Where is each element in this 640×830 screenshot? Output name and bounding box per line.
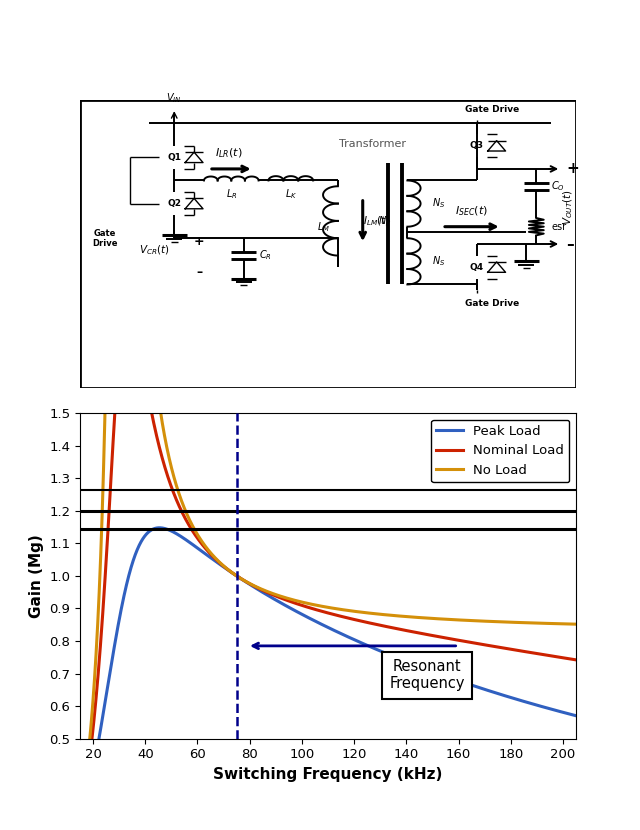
Circle shape (125, 201, 134, 206)
Nominal Load (163, 466, 170, 476)
Text: $L_K$: $L_K$ (285, 188, 297, 202)
Circle shape (532, 167, 540, 171)
Polygon shape (488, 140, 506, 151)
Circle shape (403, 230, 412, 235)
Peak Load (266, 592, 274, 602)
Nominal Load (572, 655, 580, 665)
Text: $I_{LM}(t)$: $I_{LM}(t)$ (363, 214, 390, 227)
Text: $V_{IN}$: $V_{IN}$ (166, 91, 182, 105)
Bar (264, 152, 482, 308)
Nominal Load (288, 597, 296, 607)
Peak Load (563, 708, 570, 718)
Circle shape (240, 236, 248, 241)
Text: Gate Drive: Gate Drive (465, 299, 519, 308)
No Load (563, 619, 570, 629)
Polygon shape (185, 198, 203, 209)
Bar (447, 100, 536, 120)
Text: $I_{LR}(t)$: $I_{LR}(t)$ (215, 147, 243, 160)
Nominal Load (133, 324, 141, 334)
Text: –: – (196, 266, 202, 280)
Peak Load (163, 524, 170, 534)
Text: $I_{SEC}(t)$: $I_{SEC}(t)$ (455, 204, 488, 218)
No Load (288, 594, 296, 604)
No Load (76, 798, 84, 808)
Text: $L_M$: $L_M$ (317, 220, 330, 233)
Polygon shape (488, 262, 506, 272)
Circle shape (403, 178, 412, 183)
Peak Load (572, 710, 580, 720)
Nominal Load (76, 798, 84, 808)
Text: Q1: Q1 (167, 153, 181, 162)
Text: $N_P$: $N_P$ (378, 214, 391, 227)
Bar (447, 293, 536, 314)
Text: $N_S$: $N_S$ (432, 255, 445, 268)
Circle shape (383, 183, 392, 189)
No Load (266, 588, 274, 598)
No Load (133, 82, 141, 92)
Circle shape (532, 242, 540, 247)
Line: No Load: No Load (80, 87, 576, 803)
Text: Resonant
Frequency: Resonant Frequency (390, 659, 465, 691)
Nominal Load (266, 588, 274, 598)
No Load (163, 439, 170, 449)
Bar (159, 192, 184, 215)
Peak Load (76, 798, 84, 808)
Circle shape (473, 242, 481, 247)
Text: $C_O$: $C_O$ (551, 179, 565, 193)
Legend: Peak Load, Nominal Load, No Load: Peak Load, Nominal Load, No Load (431, 420, 570, 482)
Nominal Load (509, 645, 517, 655)
Circle shape (522, 242, 531, 247)
Text: Gate Drive: Gate Drive (465, 105, 519, 115)
X-axis label: Switching Frequency (kHz): Switching Frequency (kHz) (213, 767, 443, 782)
Circle shape (170, 178, 178, 183)
Text: $V_{OUT}(t)$: $V_{OUT}(t)$ (561, 188, 575, 224)
Line: Peak Load: Peak Load (80, 528, 576, 803)
Text: $C_R$: $C_R$ (259, 249, 271, 262)
Text: –: – (566, 237, 574, 251)
Text: +: + (566, 161, 579, 177)
Text: $V_{CR}(t)$: $V_{CR}(t)$ (139, 243, 170, 256)
Bar (462, 134, 497, 158)
Text: +: + (194, 235, 204, 247)
No Load (509, 618, 517, 627)
Text: Q3: Q3 (470, 141, 484, 150)
Circle shape (334, 236, 342, 241)
Nominal Load (563, 653, 570, 663)
Circle shape (125, 155, 134, 159)
Circle shape (403, 230, 412, 235)
Y-axis label: Gain (Mg): Gain (Mg) (29, 534, 44, 618)
No Load (106, 82, 114, 92)
Bar (159, 146, 184, 169)
Text: Transformer: Transformer (339, 139, 406, 149)
Text: esr: esr (551, 222, 566, 232)
Text: Q2: Q2 (167, 199, 181, 208)
Nominal Load (124, 292, 132, 302)
Circle shape (473, 167, 481, 171)
Circle shape (334, 178, 342, 183)
Peak Load (132, 546, 140, 556)
Peak Load (509, 693, 517, 703)
Bar (80, 198, 129, 279)
Polygon shape (185, 152, 203, 163)
Text: $L_R$: $L_R$ (225, 188, 237, 202)
Peak Load (156, 523, 163, 533)
Line: Nominal Load: Nominal Load (80, 297, 576, 803)
Text: Gate
Drive: Gate Drive (92, 228, 118, 248)
Peak Load (288, 604, 296, 614)
Text: $N_S$: $N_S$ (432, 197, 445, 211)
Circle shape (383, 259, 392, 264)
Text: Q4: Q4 (470, 262, 484, 271)
Bar (462, 256, 497, 279)
No Load (572, 619, 580, 629)
